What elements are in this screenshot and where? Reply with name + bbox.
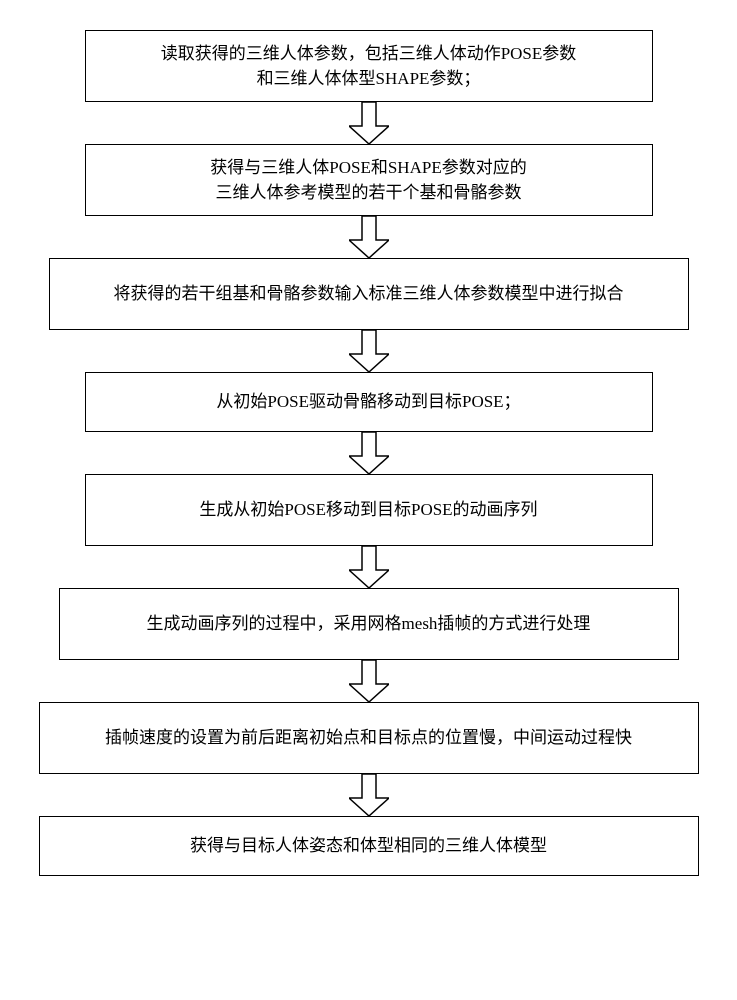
down-arrow-icon <box>349 102 389 144</box>
flowchart-step-5: 生成从初始POSE移动到目标POSE的动画序列 <box>85 474 653 546</box>
down-arrow-icon <box>349 432 389 474</box>
arrow-connector <box>0 432 737 474</box>
step-text: 获得与目标人体姿态和体型相同的三维人体模型 <box>190 833 547 859</box>
flowchart-step-7: 插帧速度的设置为前后距离初始点和目标点的位置慢，中间运动过程快 <box>39 702 699 774</box>
arrow-connector <box>0 102 737 144</box>
flowchart-step-2: 获得与三维人体POSE和SHAPE参数对应的三维人体参考模型的若干个基和骨骼参数 <box>85 144 653 216</box>
step-text: 从初始POSE驱动骨骼移动到目标POSE； <box>216 389 520 415</box>
flowchart-step-6: 生成动画序列的过程中，采用网格mesh插帧的方式进行处理 <box>59 588 679 660</box>
flowchart-step-3: 将获得的若干组基和骨骼参数输入标准三维人体参数模型中进行拟合 <box>49 258 689 330</box>
step-text: 生成从初始POSE移动到目标POSE的动画序列 <box>199 497 537 523</box>
down-arrow-icon <box>349 330 389 372</box>
step-text: 插帧速度的设置为前后距离初始点和目标点的位置慢，中间运动过程快 <box>105 725 632 751</box>
step-text: 获得与三维人体POSE和SHAPE参数对应的三维人体参考模型的若干个基和骨骼参数 <box>210 155 526 206</box>
flowchart-container: 读取获得的三维人体参数，包括三维人体动作POSE参数和三维人体体型SHAPE参数… <box>0 0 737 906</box>
arrow-connector <box>0 330 737 372</box>
arrow-connector <box>0 546 737 588</box>
arrow-connector <box>0 774 737 816</box>
arrow-connector <box>0 660 737 702</box>
down-arrow-icon <box>349 546 389 588</box>
down-arrow-icon <box>349 660 389 702</box>
arrow-connector <box>0 216 737 258</box>
down-arrow-icon <box>349 216 389 258</box>
step-text: 将获得的若干组基和骨骼参数输入标准三维人体参数模型中进行拟合 <box>114 281 624 307</box>
flowchart-step-4: 从初始POSE驱动骨骼移动到目标POSE； <box>85 372 653 432</box>
step-text: 读取获得的三维人体参数，包括三维人体动作POSE参数和三维人体体型SHAPE参数… <box>161 41 577 92</box>
flowchart-step-8: 获得与目标人体姿态和体型相同的三维人体模型 <box>39 816 699 876</box>
flowchart-step-1: 读取获得的三维人体参数，包括三维人体动作POSE参数和三维人体体型SHAPE参数… <box>85 30 653 102</box>
step-text: 生成动画序列的过程中，采用网格mesh插帧的方式进行处理 <box>147 611 591 637</box>
down-arrow-icon <box>349 774 389 816</box>
